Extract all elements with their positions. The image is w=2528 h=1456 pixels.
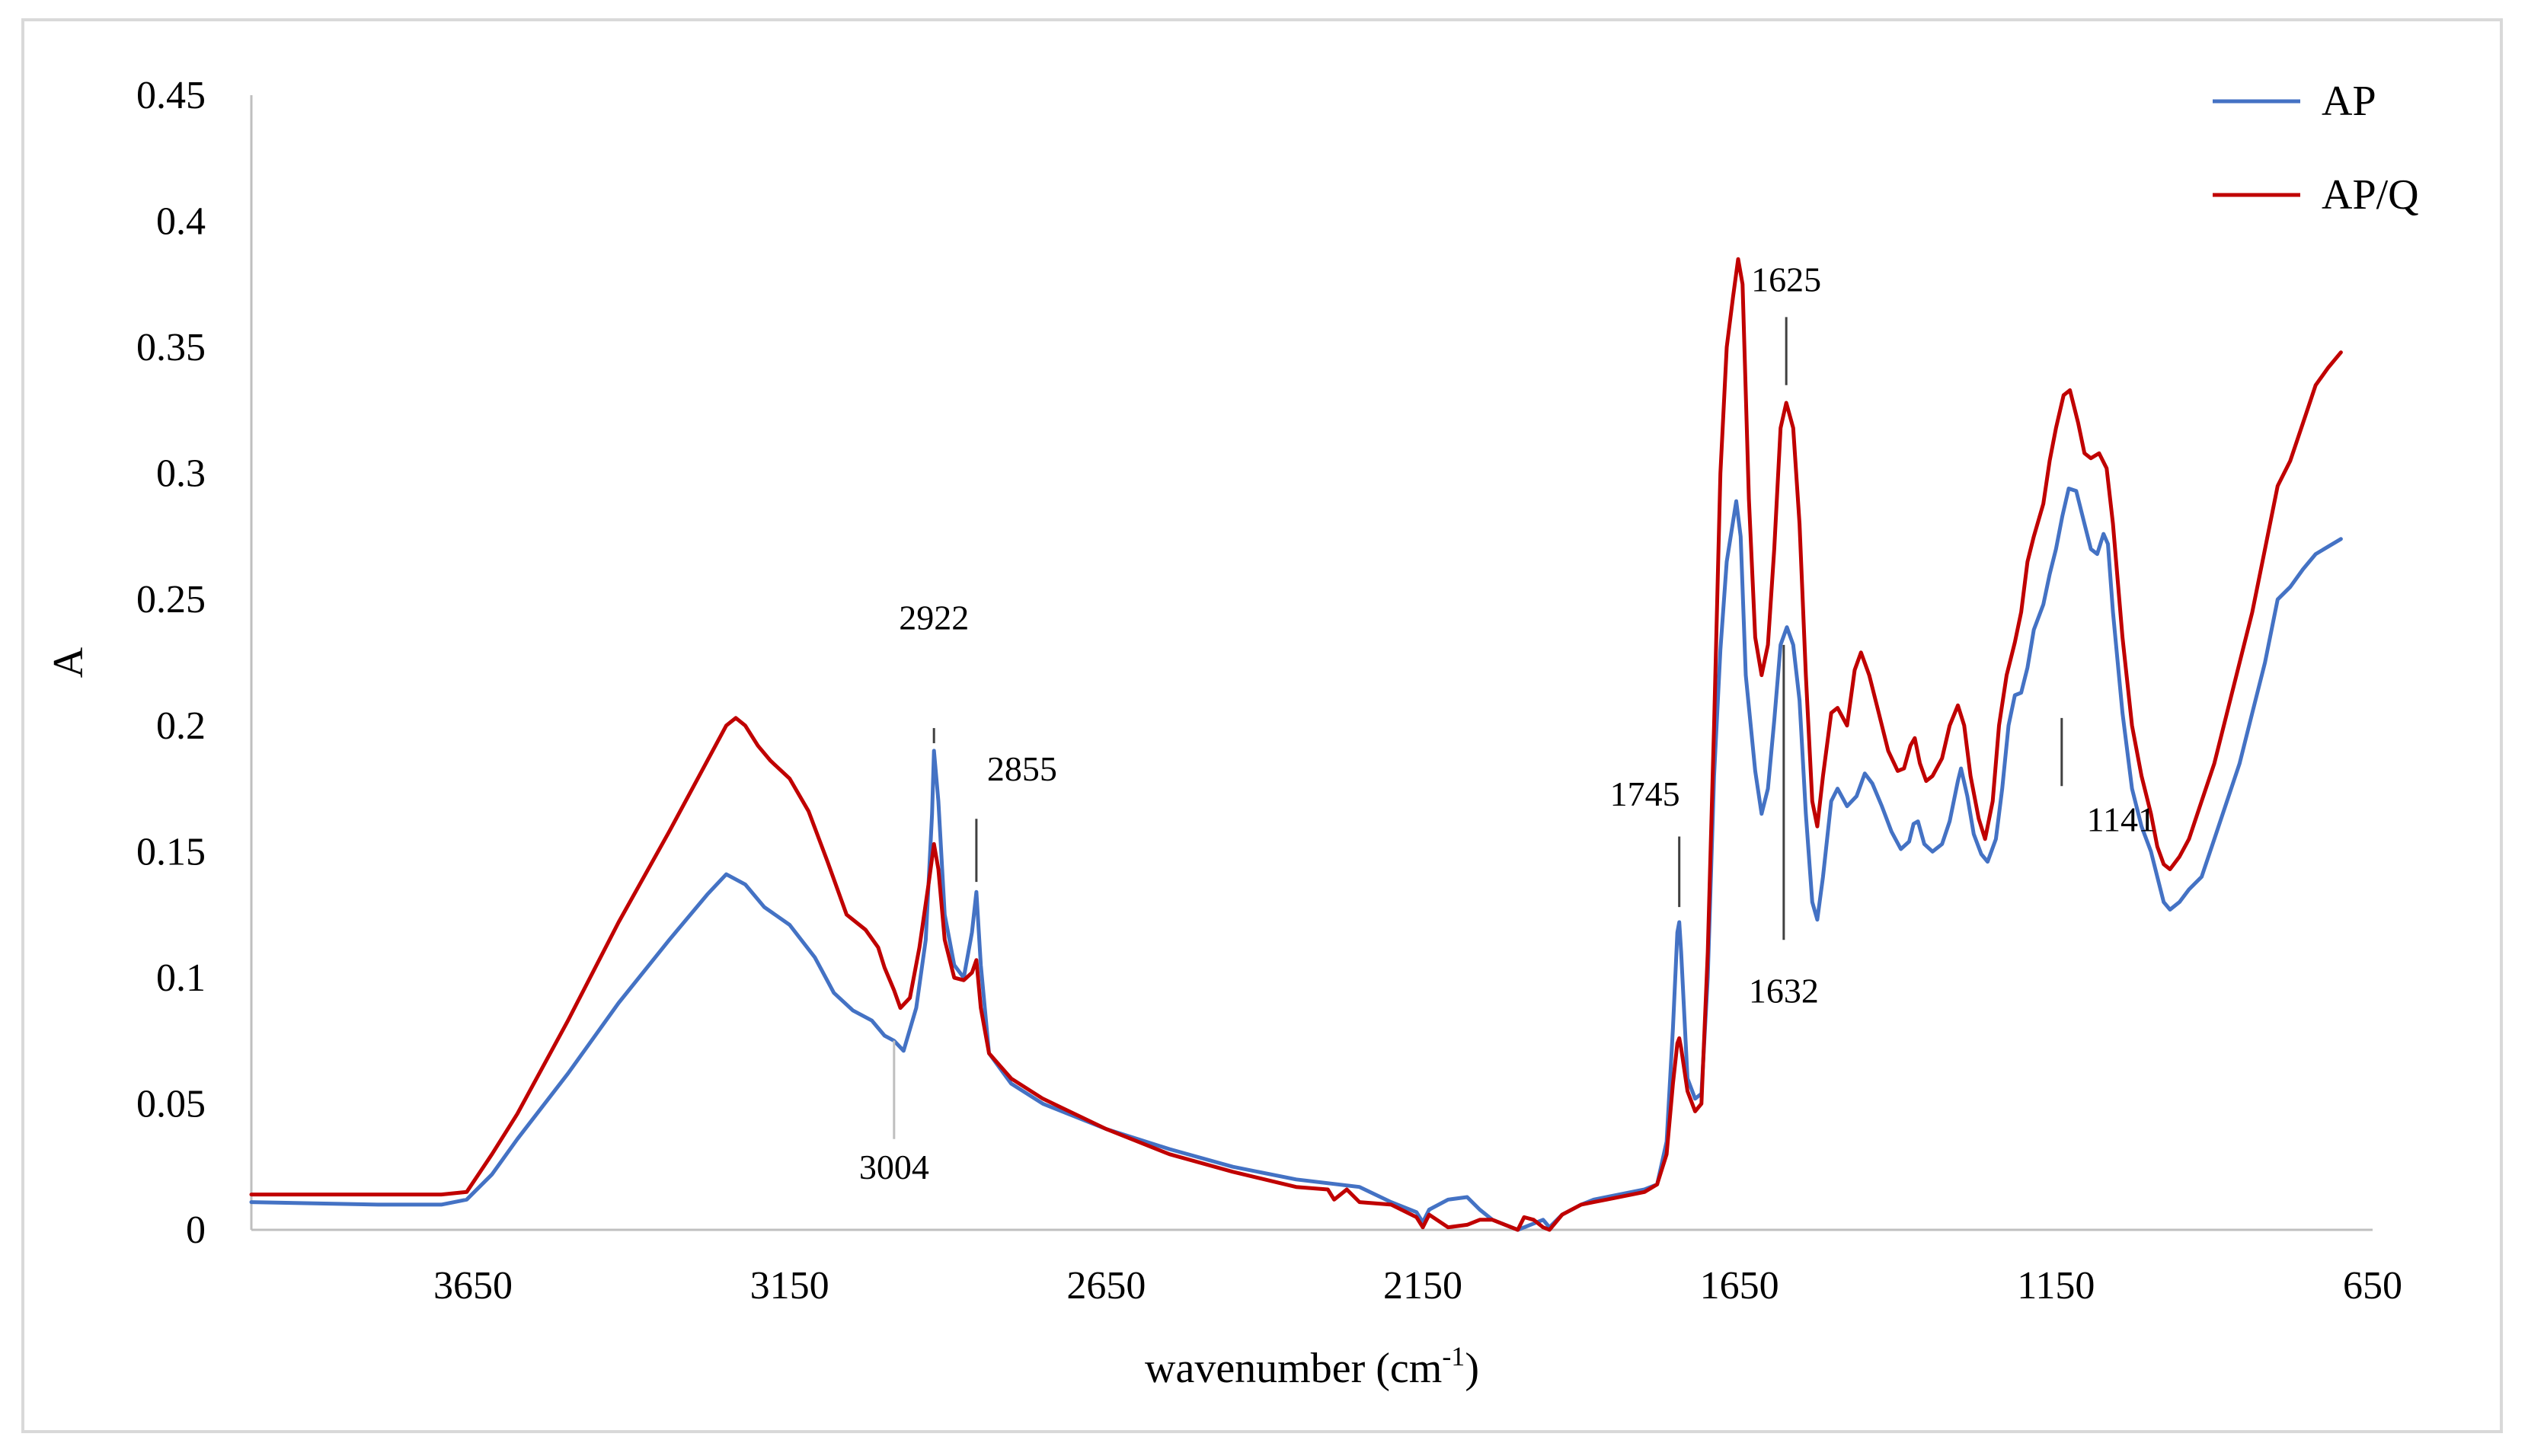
annotation-layer: 2922 2855 3004 1745 1625 1632 1141 [859, 260, 2156, 1187]
x-tick-label: 3650 [433, 1264, 513, 1308]
y-tick-label: 0.05 [136, 1082, 206, 1126]
series-layer [249, 257, 2343, 1232]
y-tick-label: 0.15 [136, 830, 206, 873]
series-line-ap [249, 487, 2343, 1232]
annotation-label: 1632 [1749, 971, 1819, 1010]
y-tick-label: 0.4 [156, 200, 206, 244]
annotation-label: 1745 [1610, 774, 1680, 813]
x-tick-label: 650 [2343, 1264, 2402, 1308]
y-tick-label: 0.45 [136, 74, 206, 117]
x-tick-label: 1150 [2017, 1264, 2095, 1308]
legend: AP AP/Q [2213, 78, 2419, 219]
series-line-ap-q [249, 257, 2343, 1232]
annotation-label: 1141 [2087, 800, 2156, 838]
annotation-label: 1625 [1751, 260, 1821, 299]
x-tick-label: 2650 [1066, 1264, 1146, 1308]
x-axis-title-close: ) [1465, 1345, 1479, 1392]
y-tick-label: 0.3 [156, 452, 206, 496]
legend-label: AP/Q [2322, 171, 2419, 219]
chart-frame [21, 18, 2503, 1433]
y-tick-label: 0.25 [136, 578, 206, 621]
x-tick-label: 2150 [1383, 1264, 1462, 1308]
x-axis-title-sup: -1 [1442, 1341, 1465, 1371]
y-axis-title: A [45, 647, 92, 678]
y-tick-label: 0 [186, 1209, 206, 1252]
annotation-label: 2922 [899, 598, 969, 637]
annotation-label: 3004 [859, 1148, 929, 1186]
x-tick-label: 1650 [1700, 1264, 1779, 1308]
y-tick-label: 0.35 [136, 326, 206, 369]
x-axis-title: wavenumber (cm-1) [1145, 1341, 1479, 1392]
x-axis-title-base: wavenumber (cm [1145, 1345, 1442, 1392]
x-tick-label: 3150 [750, 1264, 829, 1308]
y-tick-label: 0.1 [156, 956, 206, 1000]
annotation-label: 2855 [987, 749, 1057, 788]
y-tick-label: 0.2 [156, 704, 206, 748]
axes: 0 0.05 0.1 0.15 0.2 0.25 0.3 0.35 0.4 0.45 3650 315… [136, 74, 2402, 1308]
legend-label: AP [2322, 78, 2376, 125]
